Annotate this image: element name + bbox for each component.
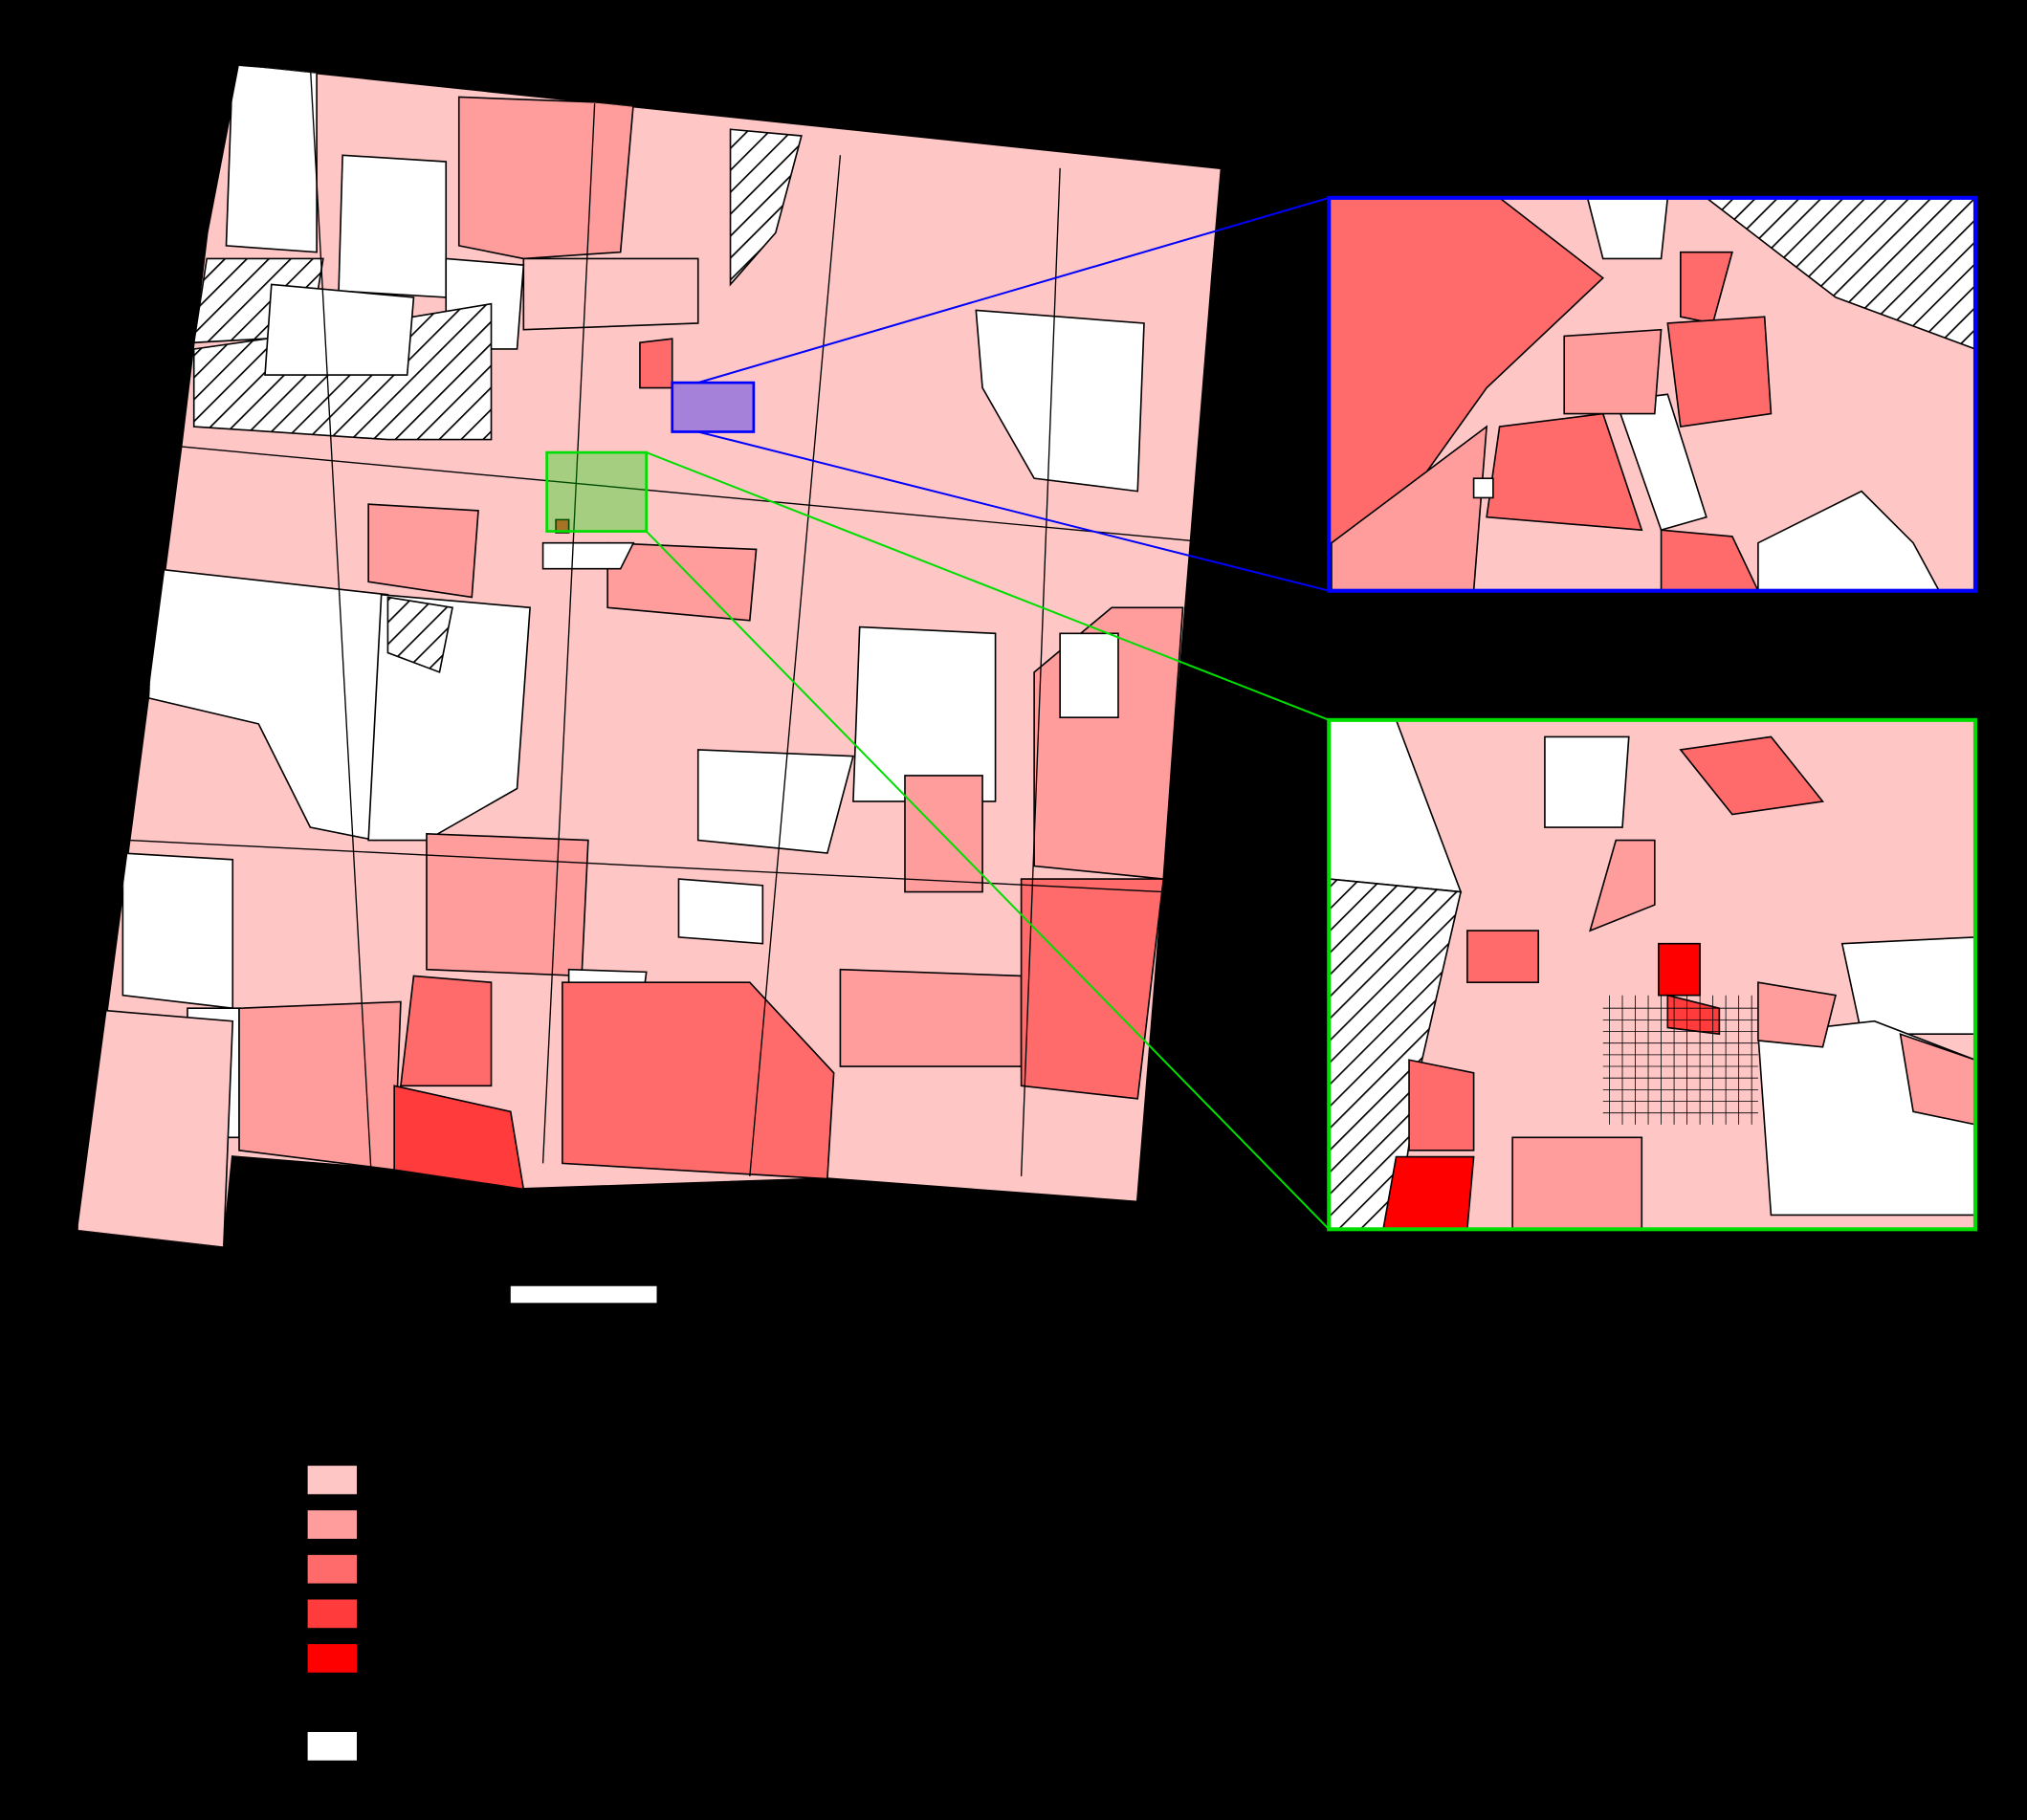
inset-central	[1329, 719, 1975, 1230]
regions	[77, 64, 1223, 1248]
region	[393, 1085, 525, 1191]
boundary	[541, 103, 596, 1164]
region	[1840, 936, 1975, 1036]
region	[225, 64, 318, 253]
region	[1329, 197, 1604, 558]
region	[1020, 878, 1165, 1100]
region	[696, 749, 854, 854]
legend-swatch	[307, 1510, 357, 1539]
region	[1666, 994, 1721, 1036]
connector	[697, 196, 1330, 384]
region	[1544, 735, 1630, 828]
legend	[307, 1465, 357, 1761]
region	[238, 1000, 402, 1172]
region	[562, 981, 835, 1180]
region	[121, 852, 234, 1010]
region	[975, 309, 1145, 493]
region	[1586, 197, 1669, 260]
region	[386, 596, 453, 673]
region	[606, 541, 758, 622]
region	[904, 775, 983, 893]
region	[367, 503, 479, 599]
region	[522, 257, 699, 331]
region	[677, 878, 764, 945]
region	[426, 832, 589, 977]
inset-north	[1329, 197, 1975, 591]
boundary	[174, 445, 1216, 544]
region	[1588, 839, 1656, 932]
region	[1472, 477, 1494, 499]
region	[852, 625, 997, 802]
boundary	[1020, 167, 1061, 1176]
legend-swatch	[307, 1599, 357, 1629]
boundary	[309, 64, 376, 1241]
state-map	[76, 63, 1223, 1249]
boundary	[238, 64, 1223, 169]
region	[1382, 1155, 1475, 1230]
region	[1679, 735, 1824, 816]
region	[839, 968, 1023, 1067]
region	[639, 338, 673, 389]
legend-swatch	[307, 1465, 357, 1495]
zoom-box-central	[545, 450, 649, 533]
region	[457, 96, 635, 260]
legend-swatch-no-data	[307, 1731, 357, 1761]
region	[1705, 197, 1975, 350]
connector	[645, 530, 1330, 1231]
region	[1059, 632, 1119, 718]
inset-frame-north	[1327, 195, 1977, 593]
region	[338, 154, 448, 298]
region	[541, 541, 635, 570]
region	[1466, 930, 1539, 983]
region	[77, 1007, 234, 1248]
legend-swatch	[307, 1554, 357, 1584]
region	[1666, 316, 1773, 428]
scale-bar	[510, 1285, 657, 1304]
boundary	[749, 155, 842, 1176]
inset-frame-central	[1327, 717, 1977, 1232]
region	[1511, 1136, 1643, 1230]
region	[1658, 942, 1701, 997]
region	[1757, 490, 1941, 591]
region	[1408, 1059, 1475, 1151]
connector	[697, 430, 1330, 592]
region	[1757, 981, 1837, 1048]
region	[1331, 425, 1488, 591]
legend-swatch	[307, 1644, 357, 1673]
inset-frames	[645, 195, 1977, 1232]
connector	[646, 451, 1330, 721]
zoom-box-north	[671, 381, 756, 433]
region	[1660, 529, 1759, 591]
region	[264, 283, 415, 376]
region	[400, 975, 493, 1087]
region	[1899, 1033, 1975, 1126]
region	[729, 128, 803, 287]
region	[1563, 328, 1663, 415]
